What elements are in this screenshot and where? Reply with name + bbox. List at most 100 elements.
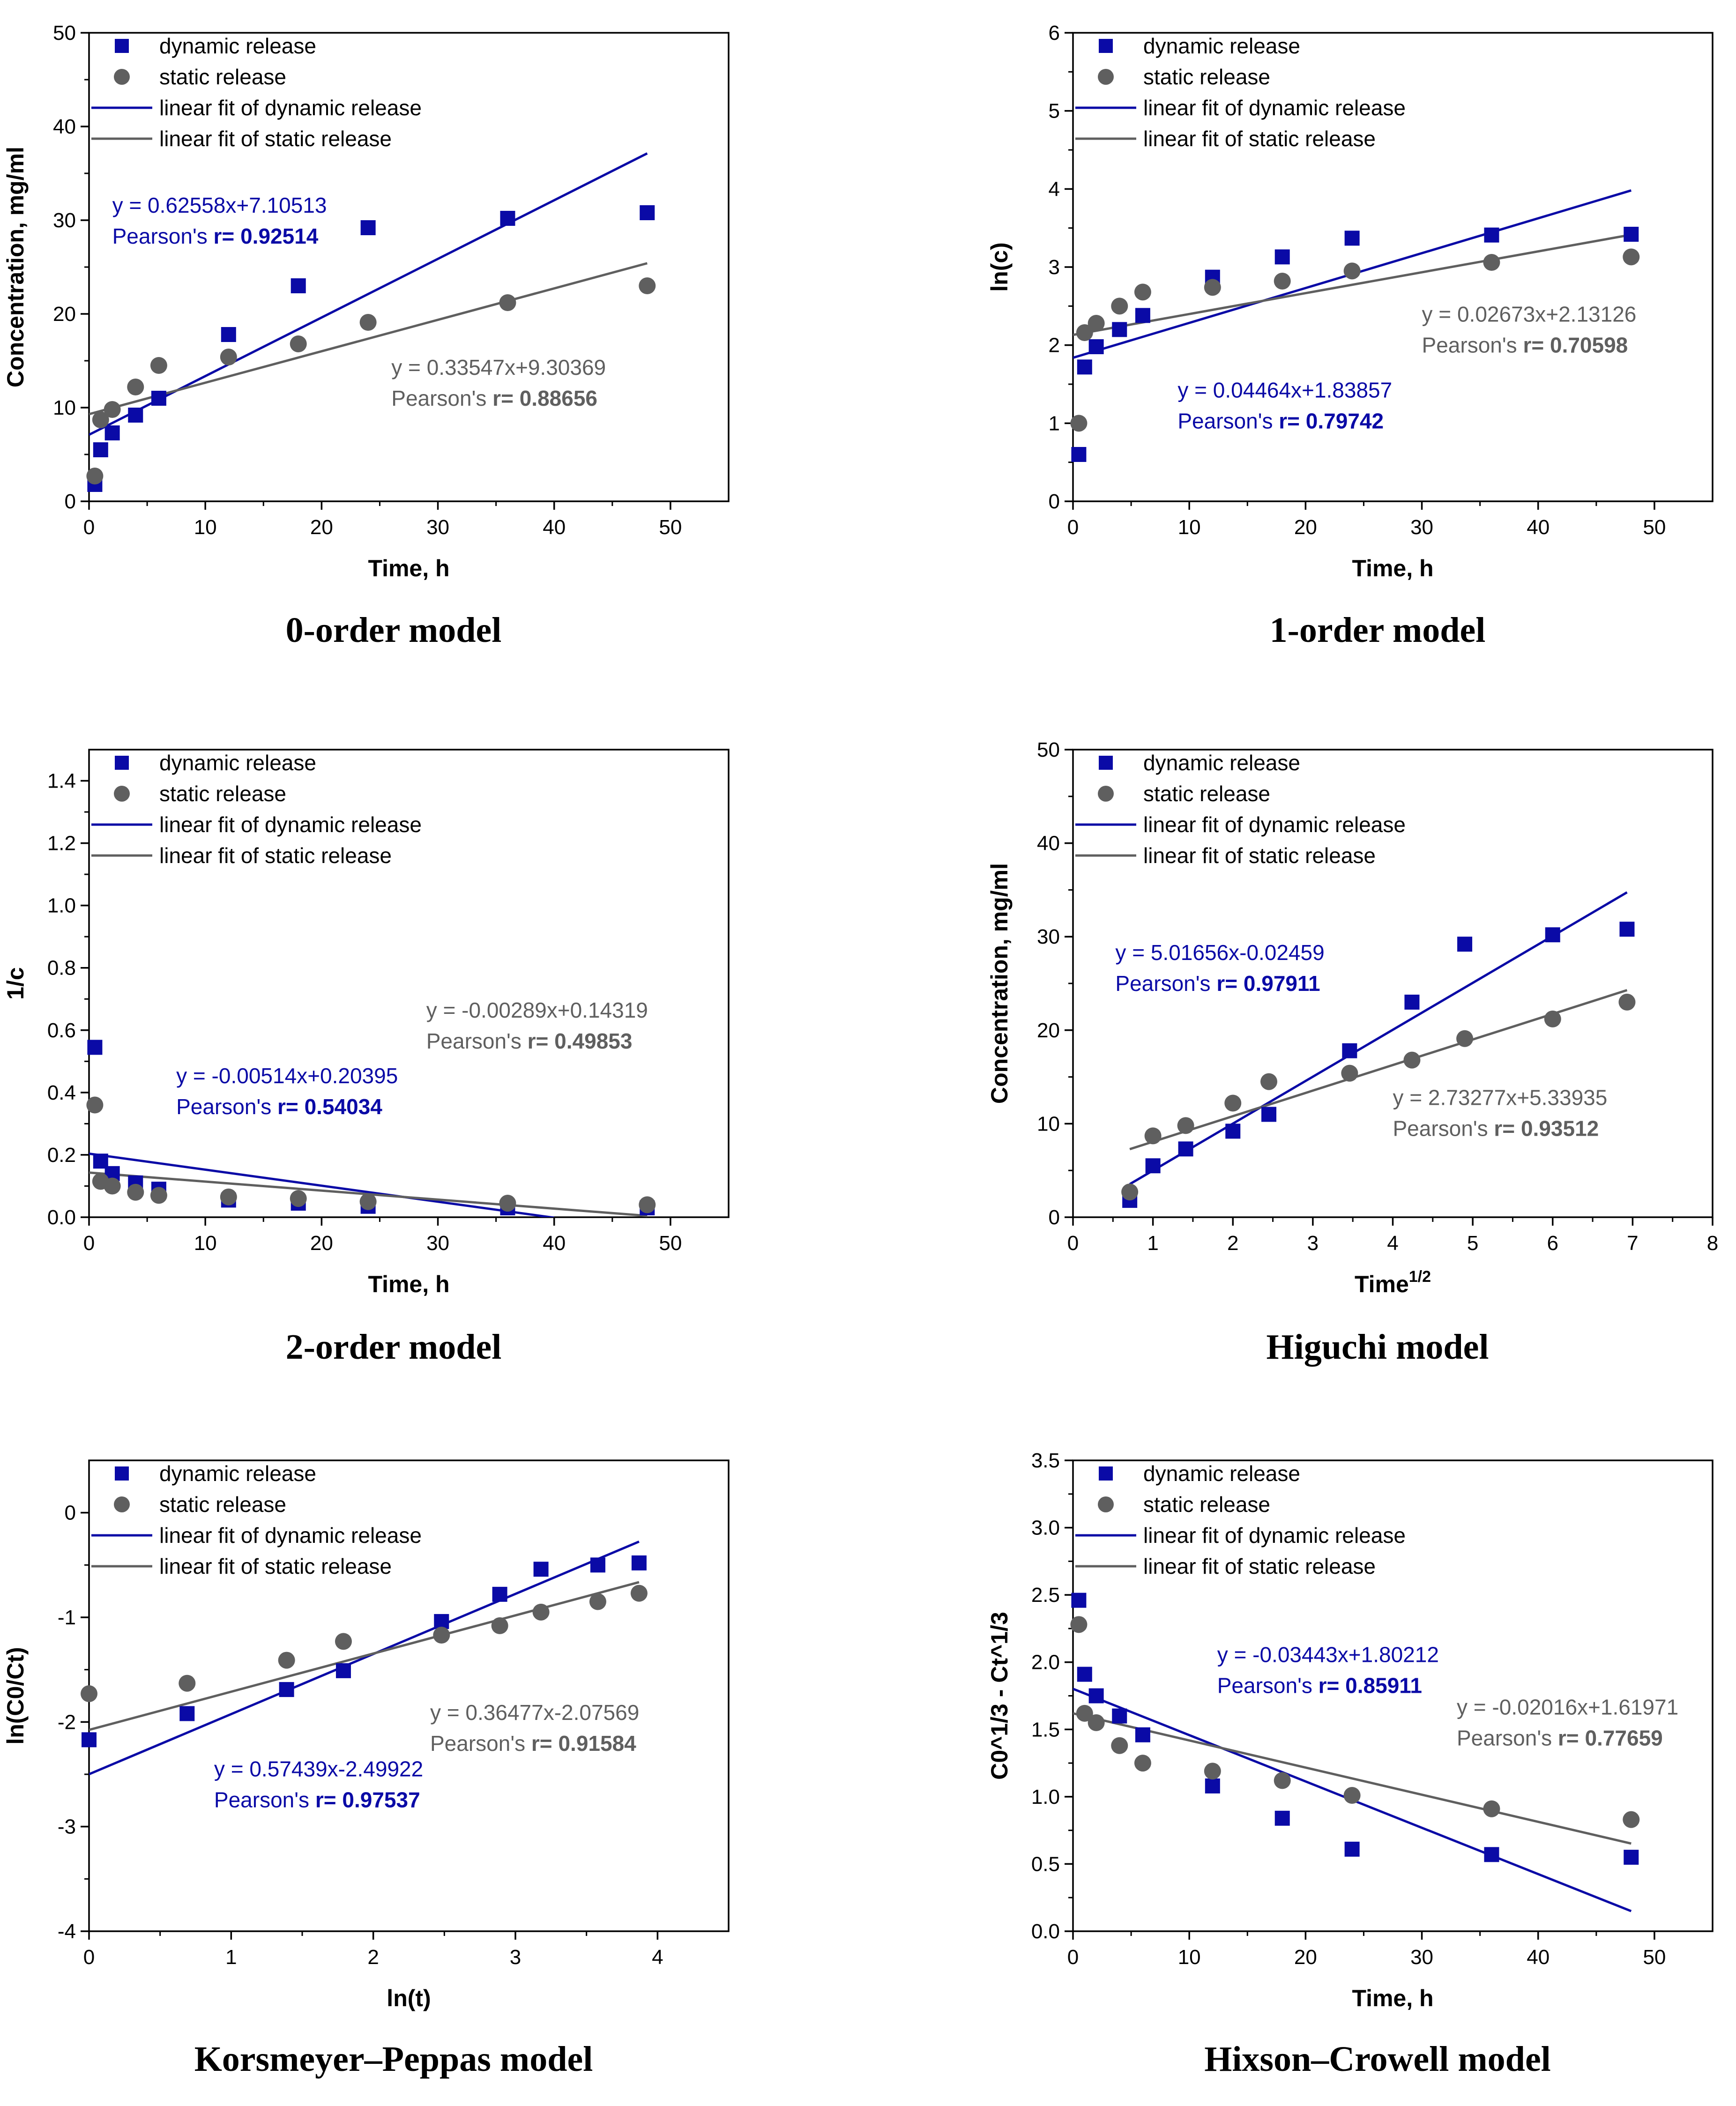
legend-dynamic-marker xyxy=(115,756,129,770)
static-point xyxy=(92,411,109,428)
static-point xyxy=(1274,273,1291,290)
chart-caption: 0-order model xyxy=(286,610,502,650)
x-tick-label: 10 xyxy=(194,1232,217,1255)
legend-label: static release xyxy=(159,65,286,89)
x-tick-label: 30 xyxy=(1410,516,1433,539)
x-tick-label: 0 xyxy=(83,1232,95,1255)
pearson-label: Pearson's xyxy=(430,1731,531,1756)
x-tick-label: 7 xyxy=(1627,1232,1638,1255)
legend-label: linear fit of dynamic release xyxy=(159,96,422,120)
dynamic-point xyxy=(1344,1841,1360,1857)
y-tick-label: 10 xyxy=(53,396,76,419)
x-tick-label: 0 xyxy=(83,516,95,539)
dynamic-point xyxy=(1088,339,1104,354)
dynamic-point xyxy=(1088,1688,1104,1704)
dynamic-point xyxy=(1274,249,1290,265)
dynamic-point xyxy=(1071,447,1087,462)
chart-panel-5: 0 1 2 3 4 -4 -3 -2 -1 0 ln(t) ln(C0/Ct) dynamic rele… xyxy=(2,1459,730,2079)
static-point xyxy=(104,401,121,418)
legend-dynamic-marker xyxy=(1099,756,1113,770)
static-point xyxy=(1070,1616,1088,1633)
y-tick-label: 0.2 xyxy=(47,1144,76,1167)
plot-frame xyxy=(88,749,730,1218)
static-point xyxy=(1544,1010,1561,1027)
pearson-value: r= 0.97911 xyxy=(1216,971,1320,996)
x-axis-label-text: Time, h xyxy=(368,1271,449,1297)
y-axis-label: C0^1/3 - Ct^1/3 xyxy=(986,1612,1013,1780)
static-point xyxy=(150,1187,167,1204)
y-tick-label: 50 xyxy=(53,22,76,45)
pearson-label: Pearson's xyxy=(214,1787,315,1812)
dynamic-point xyxy=(1077,1667,1092,1682)
legend-static-marker xyxy=(1098,1496,1114,1512)
static-point xyxy=(1224,1094,1242,1112)
dynamic-point xyxy=(1344,231,1360,246)
dynamic-pearson: Pearson's r= 0.54034 xyxy=(176,1094,382,1119)
static-point xyxy=(499,294,516,311)
x-tick-label: 0 xyxy=(83,1946,95,1969)
dynamic-fit-equation: y = -0.00514x+0.20395 xyxy=(176,1064,398,1088)
static-pearson: Pearson's r= 0.93512 xyxy=(1393,1116,1599,1140)
x-axis-label: Time1/2 xyxy=(1355,1268,1431,1297)
dynamic-point xyxy=(1077,359,1092,375)
pearson-label: Pearson's xyxy=(1457,1726,1558,1750)
static-point xyxy=(1260,1073,1278,1090)
static-point xyxy=(1483,254,1500,271)
legend-label: linear fit of static release xyxy=(159,127,392,151)
dynamic-point xyxy=(1135,1727,1150,1742)
static-point xyxy=(1204,279,1221,296)
pearson-value: r= 0.85911 xyxy=(1319,1674,1422,1698)
x-tick-label: 50 xyxy=(1643,1946,1666,1969)
static-point xyxy=(589,1593,606,1610)
legend-static-marker xyxy=(1098,786,1114,802)
dynamic-point xyxy=(434,1614,449,1629)
static-fit-equation: y = 0.33547x+9.30369 xyxy=(391,355,606,380)
y-tick-label: 30 xyxy=(1037,925,1060,948)
static-point xyxy=(1134,1755,1151,1772)
y-tick-label: 0.0 xyxy=(47,1206,76,1229)
static-fit-line xyxy=(1073,233,1632,336)
dynamic-point xyxy=(1342,1043,1357,1058)
static-pearson: Pearson's r= 0.88656 xyxy=(391,386,597,410)
y-tick-label: 4 xyxy=(1049,178,1060,201)
x-tick-label: 4 xyxy=(652,1946,663,1969)
static-pearson: Pearson's r= 0.77659 xyxy=(1457,1726,1663,1750)
y-tick-label: 0.6 xyxy=(47,1019,76,1042)
static-point xyxy=(1618,993,1636,1011)
pearson-label: Pearson's xyxy=(176,1094,277,1119)
static-point xyxy=(290,335,307,352)
dynamic-fit-equation: y = -0.03443x+1.80212 xyxy=(1217,1643,1439,1667)
static-point xyxy=(86,468,104,484)
legend-label: dynamic release xyxy=(159,1461,316,1486)
pearson-label: Pearson's xyxy=(1177,409,1279,433)
y-tick-label: 40 xyxy=(53,115,76,138)
pearson-label: Pearson's xyxy=(426,1029,528,1053)
dynamic-point xyxy=(1274,1810,1290,1826)
static-point xyxy=(1177,1117,1194,1134)
legend-label: linear fit of dynamic release xyxy=(159,1523,422,1548)
x-tick-label: 4 xyxy=(1387,1232,1398,1255)
chart-panel-3: 0 10 20 30 40 50 0.0 0.2 0.4 0.6 0.8 1.0 1.2 1.4 Time,… xyxy=(2,749,730,1367)
y-tick-label: 3 xyxy=(1049,256,1060,279)
y-tick-label: 1.5 xyxy=(1031,1718,1060,1741)
static-point xyxy=(1623,248,1640,266)
chart-caption: Korsmeyer–Peppas model xyxy=(194,2039,593,2079)
y-tick-label: 20 xyxy=(1037,1019,1060,1042)
dynamic-point xyxy=(1545,927,1560,943)
static-point xyxy=(639,1196,656,1213)
y-tick-label: 0 xyxy=(1049,490,1060,513)
dynamic-point xyxy=(1457,937,1473,952)
dynamic-point xyxy=(533,1562,549,1577)
legend-label: linear fit of static release xyxy=(159,843,392,868)
x-tick-label: 2 xyxy=(367,1946,379,1969)
legend-label: dynamic release xyxy=(1143,751,1300,775)
chart-panel-4: 0 1 2 3 4 5 6 7 8 0 10 20 30 40 50 Time1/2 Concentration… xyxy=(986,738,1718,1367)
dynamic-point xyxy=(1145,1158,1161,1174)
static-point xyxy=(433,1626,450,1644)
dynamic-point xyxy=(82,1732,97,1748)
pearson-label: Pearson's xyxy=(391,386,492,410)
chart-panel-6: 0 10 20 30 40 50 0.0 0.5 1.0 1.5 2.0 2.5 3.0 3.5 Time,… xyxy=(986,1449,1714,2079)
static-fit-line xyxy=(1073,1712,1632,1845)
x-axis-label: Time, h xyxy=(368,1271,449,1297)
pearson-value: r= 0.54034 xyxy=(277,1094,382,1119)
